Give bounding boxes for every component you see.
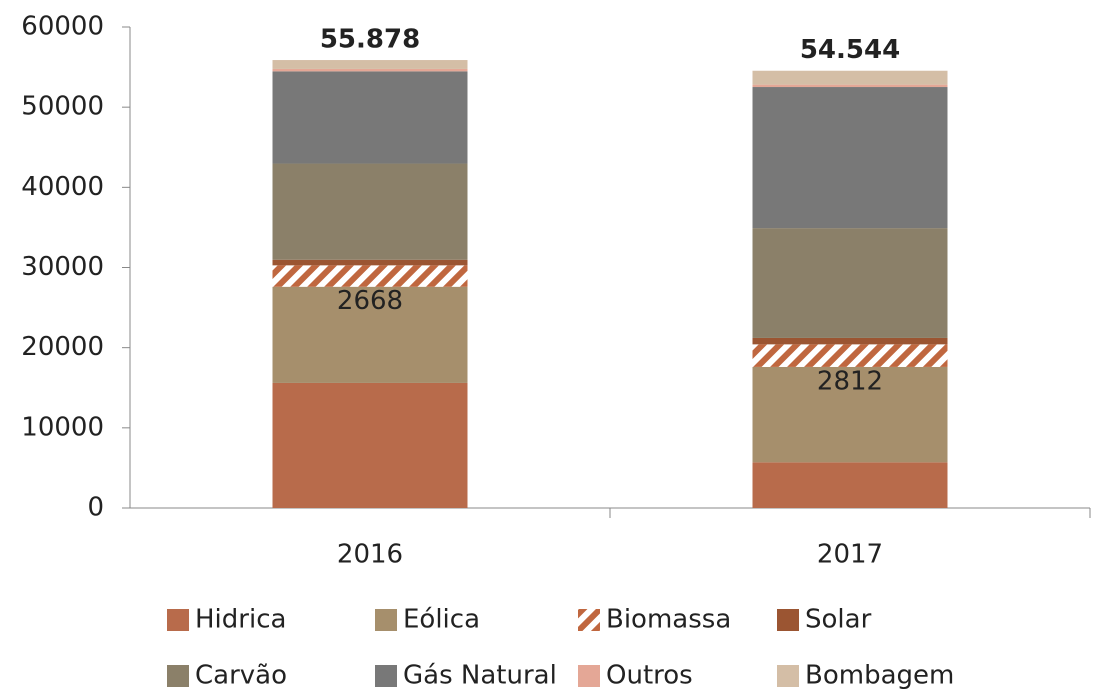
bar-segment bbox=[752, 366, 948, 463]
legend-label: Biomassa bbox=[606, 605, 731, 635]
y-tick-label: 20000 bbox=[21, 332, 104, 362]
legend-swatch bbox=[167, 609, 189, 631]
bar-segment bbox=[272, 286, 468, 383]
y-tick-label: 40000 bbox=[21, 172, 104, 202]
y-tick-label: 30000 bbox=[21, 252, 104, 282]
legend-label: Gás Natural bbox=[403, 661, 557, 691]
y-tick-label: 50000 bbox=[21, 92, 104, 122]
bar-segment bbox=[752, 228, 948, 338]
bar-segment bbox=[752, 462, 948, 508]
legend-label: Solar bbox=[805, 605, 872, 635]
data-label: 2668 bbox=[337, 286, 403, 316]
legend-swatch bbox=[167, 665, 189, 687]
bar-segment bbox=[272, 382, 468, 508]
bar-segment bbox=[272, 163, 468, 260]
total-label: 55.878 bbox=[320, 25, 420, 55]
bar-segment bbox=[752, 344, 948, 367]
bar-segment bbox=[752, 87, 948, 229]
bar-segment bbox=[272, 68, 468, 72]
y-tick-label: 60000 bbox=[21, 12, 104, 42]
x-tick-label: 2017 bbox=[817, 540, 883, 570]
legend-swatch bbox=[375, 665, 397, 687]
y-tick-label: 0 bbox=[87, 493, 104, 523]
legend-label: Carvão bbox=[195, 661, 287, 691]
bar-segment bbox=[272, 71, 468, 164]
bar-segment bbox=[752, 70, 948, 85]
legend-label: Hidrica bbox=[195, 605, 286, 635]
data-label: 2812 bbox=[817, 366, 883, 396]
legend-swatch bbox=[578, 609, 600, 631]
legend-swatch bbox=[375, 609, 397, 631]
y-tick-label: 10000 bbox=[21, 412, 104, 442]
legend-label: Outros bbox=[606, 661, 693, 691]
total-label: 54.544 bbox=[800, 35, 900, 65]
bar-segment bbox=[752, 84, 948, 88]
legend-swatch bbox=[777, 665, 799, 687]
bar-segment bbox=[272, 265, 468, 287]
legend-label: Eólica bbox=[403, 605, 480, 635]
bar-segment bbox=[272, 259, 468, 266]
bar-segment bbox=[752, 337, 948, 345]
legend-swatch bbox=[777, 609, 799, 631]
legend-swatch bbox=[578, 665, 600, 687]
x-tick-label: 2016 bbox=[337, 540, 403, 570]
legend-label: Bombagem bbox=[805, 661, 954, 691]
bar-segment bbox=[272, 60, 468, 69]
